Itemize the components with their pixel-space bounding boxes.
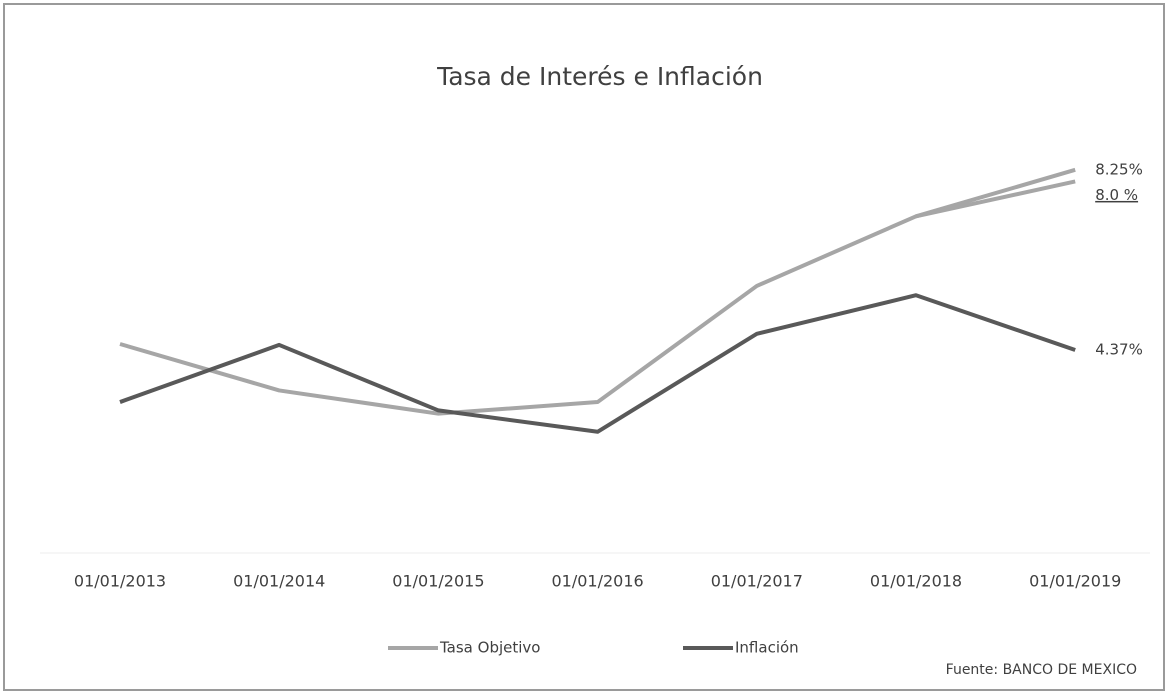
- x-tick-label: 01/01/2016: [551, 572, 643, 591]
- legend-label: Tasa Objetivo: [439, 639, 540, 657]
- value-label: 8.25%: [1095, 160, 1143, 178]
- x-tick-label: 01/01/2015: [392, 572, 484, 591]
- value-label: 8.0 %: [1095, 186, 1138, 204]
- chart-frame: [3, 3, 1165, 691]
- series-line: [119, 293, 1076, 434]
- value-label: 4.37%: [1095, 341, 1143, 359]
- x-tick-label: 01/01/2013: [74, 572, 166, 591]
- source-note: Fuente: BANCO DE MEXICO: [946, 662, 1137, 678]
- x-tick-label: 01/01/2019: [1029, 572, 1121, 591]
- series-line: [915, 179, 1076, 219]
- x-tick-label: 01/01/2018: [870, 572, 962, 591]
- legend-label: Inflación: [735, 639, 799, 657]
- x-tick-label: 01/01/2017: [711, 572, 803, 591]
- x-tick-label: 01/01/2014: [233, 572, 325, 591]
- chart-title: Tasa de Interés e Inflación: [436, 62, 763, 91]
- series-line: [119, 167, 1076, 416]
